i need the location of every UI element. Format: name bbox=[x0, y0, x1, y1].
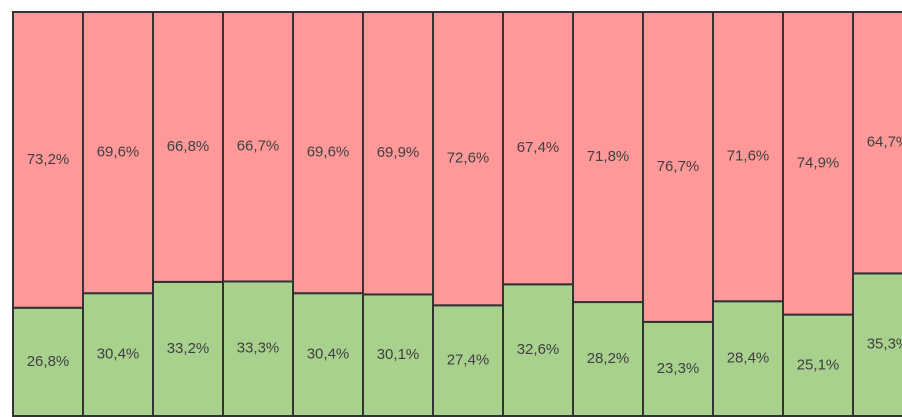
data-label: 74,9% bbox=[797, 154, 840, 171]
bar-segment bbox=[12, 306, 84, 417]
bar-segment bbox=[432, 11, 504, 307]
bar-segment bbox=[852, 272, 902, 417]
bar-segment bbox=[152, 11, 224, 283]
data-label: 33,2% bbox=[167, 340, 210, 357]
data-label: 71,6% bbox=[727, 148, 770, 165]
data-label: 30,4% bbox=[307, 346, 350, 363]
data-label: 64,7% bbox=[867, 134, 902, 151]
bar-segment bbox=[852, 11, 902, 275]
bar-segment bbox=[712, 300, 784, 417]
data-label: 27,4% bbox=[447, 352, 490, 369]
data-label: 30,4% bbox=[97, 346, 140, 363]
data-label: 73,2% bbox=[27, 151, 70, 168]
data-label: 69,6% bbox=[307, 144, 350, 161]
data-label: 72,6% bbox=[447, 150, 490, 167]
bar-segment bbox=[712, 11, 784, 303]
bar-segment bbox=[572, 11, 644, 304]
data-label: 32,6% bbox=[517, 341, 560, 358]
bar-segment bbox=[292, 11, 364, 295]
bar-segment bbox=[642, 320, 714, 417]
bar-segment bbox=[152, 280, 224, 417]
data-label: 25,1% bbox=[797, 356, 840, 373]
bar-segment bbox=[362, 11, 434, 296]
data-label: 66,7% bbox=[237, 138, 280, 155]
bar-segment bbox=[432, 304, 504, 417]
data-label: 67,4% bbox=[517, 139, 560, 156]
bar-segment bbox=[642, 11, 714, 323]
data-label: 33,3% bbox=[237, 340, 280, 357]
data-label: 69,9% bbox=[377, 144, 420, 161]
bar-segment bbox=[292, 292, 364, 417]
data-label: 28,2% bbox=[587, 350, 630, 367]
bar-segment bbox=[782, 313, 854, 417]
data-label: 35,3% bbox=[867, 336, 902, 353]
bar-segment bbox=[222, 11, 294, 283]
bar-segment bbox=[572, 301, 644, 417]
data-label: 30,1% bbox=[377, 346, 420, 363]
data-label: 71,8% bbox=[587, 148, 630, 165]
data-label: 66,8% bbox=[167, 138, 210, 155]
bar-segment bbox=[12, 11, 84, 309]
bar-segment bbox=[222, 280, 294, 417]
data-label: 76,7% bbox=[657, 158, 700, 175]
data-label: 69,6% bbox=[97, 144, 140, 161]
data-label: 28,4% bbox=[727, 350, 770, 367]
data-label: 26,8% bbox=[27, 353, 70, 370]
bar-segment bbox=[502, 11, 574, 286]
data-label: 23,3% bbox=[657, 360, 700, 377]
